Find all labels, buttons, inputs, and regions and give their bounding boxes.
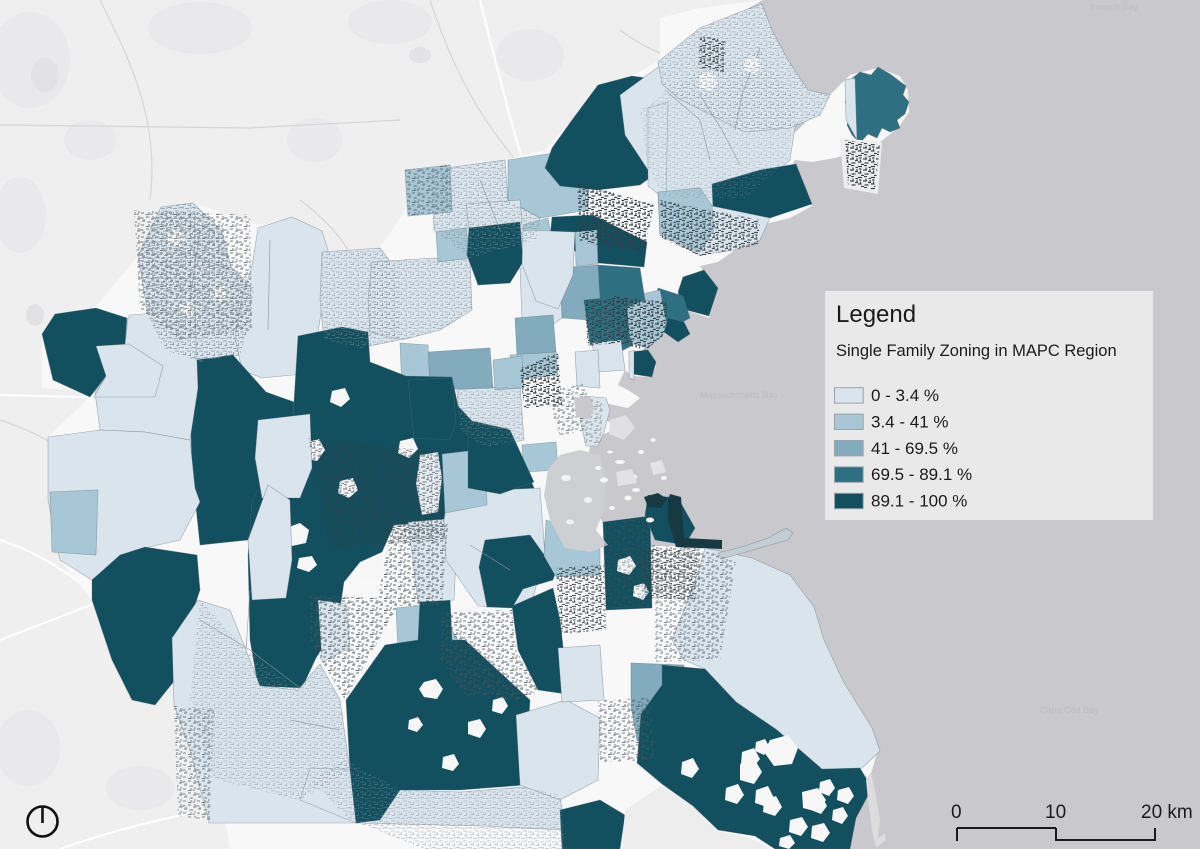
svg-text:Massachusetts Bay: Massachusetts Bay: [700, 390, 779, 400]
svg-text:Cape Cod Bay: Cape Cod Bay: [1040, 705, 1099, 715]
svg-text:69.5 - 89.1 %: 69.5 - 89.1 %: [871, 465, 972, 484]
svg-text:0: 0: [951, 802, 962, 823]
svg-text:41 - 69.5 %: 41 - 69.5 %: [871, 439, 958, 458]
svg-text:10: 10: [1045, 802, 1066, 823]
svg-text:3.4 - 41 %: 3.4 - 41 %: [871, 412, 949, 431]
svg-text:0 - 3.4 %: 0 - 3.4 %: [871, 386, 939, 405]
svg-text:89.1 - 100 %: 89.1 - 100 %: [871, 492, 967, 511]
svg-text:Single Family Zoning in MAPC R: Single Family Zoning in MAPC Region: [836, 342, 1117, 360]
svg-text:Legend: Legend: [836, 301, 916, 328]
svg-text:20 km: 20 km: [1141, 802, 1193, 823]
svg-text:Ipswich Bay: Ipswich Bay: [1090, 2, 1139, 12]
